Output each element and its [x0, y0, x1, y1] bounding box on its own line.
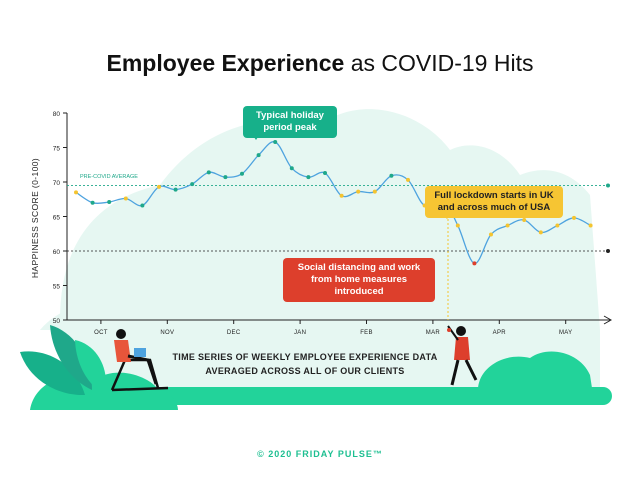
y-tick-label: 60 [53, 249, 61, 256]
chart-title: Employee Experience as COVID-19 Hits [0, 50, 640, 77]
data-point [505, 223, 510, 228]
data-point [107, 200, 112, 205]
background-cloud-shape [40, 299, 250, 330]
data-point [489, 232, 493, 237]
data-point [339, 193, 344, 198]
x-tick-label: APR [493, 330, 507, 336]
caption-line-2: AVERAGED ACROSS ALL OF OUR CLIENTS [205, 366, 405, 376]
data-point [74, 190, 78, 195]
ground-band [120, 387, 612, 405]
title-bold: Employee Experience [106, 50, 345, 76]
data-point [206, 170, 211, 175]
reference-lines: PRE-COVID AVERAGE [67, 174, 610, 253]
data-point [240, 171, 244, 176]
data-point [522, 217, 527, 222]
annotation-social-distancing: Social distancing and work from home mea… [283, 258, 435, 302]
data-point [123, 196, 128, 201]
reference-line-end-dot [606, 183, 610, 188]
data-point [389, 173, 394, 178]
x-tick-label: FEB [360, 330, 373, 336]
data-point [455, 223, 460, 228]
x-tick-label: NOV [160, 330, 174, 336]
data-point [223, 175, 228, 180]
data-point [90, 200, 95, 205]
leaf-left-2 [50, 325, 92, 390]
y-tick-label: 70 [53, 180, 61, 187]
y-tick-label: 80 [53, 111, 61, 118]
data-point [538, 230, 543, 235]
x-tick-label: MAY [559, 330, 572, 336]
annotation-full-lockdown: Full lockdown starts in UK and across mu… [425, 186, 563, 218]
data-point [323, 171, 327, 176]
data-point [356, 189, 361, 194]
x-tick-label: DEC [227, 330, 241, 336]
footer-copyright: © 2020 FRIDAY PULSE™ [257, 449, 383, 459]
leaf-left-3 [75, 340, 107, 395]
data-point [372, 189, 377, 194]
y-tick-label: 65 [53, 215, 61, 222]
data-point [555, 223, 560, 228]
data-point [157, 184, 161, 189]
data-point [256, 153, 261, 158]
data-point [289, 166, 294, 171]
axis-ticks: 50 55 60 65 70 75 80 OCT NOV DEC JAN FEB MAR APR MAY [53, 111, 572, 336]
y-tick-label: 75 [53, 146, 61, 153]
x-tick-label: MAR [426, 330, 441, 336]
data-point [190, 182, 195, 187]
x-tick-label: JAN [294, 330, 306, 336]
reference-line-label: PRE-COVID AVERAGE [80, 174, 138, 180]
data-point [140, 203, 145, 208]
data-point [306, 175, 311, 180]
series-points [74, 139, 593, 266]
y-tick-label: 55 [53, 284, 61, 291]
data-point [588, 223, 593, 228]
data-point [406, 177, 410, 182]
x-tick-label: OCT [94, 330, 108, 336]
x-axis-arrow [603, 315, 613, 325]
data-point [472, 261, 477, 266]
annotation-holiday-peak: Typical holiday period peak [243, 106, 337, 138]
caption-line-1: TIME SERIES OF WEEKLY EMPLOYEE EXPERIENC… [172, 352, 438, 362]
title-rest: as COVID-19 Hits [350, 50, 534, 76]
y-tick-label: 50 [53, 318, 61, 325]
y-axis-label: HAPPINESS SCORE (0-100) [30, 158, 40, 278]
sitting-person-illustration [110, 329, 169, 392]
bush-right [478, 351, 592, 388]
chart-caption: TIME SERIES OF WEEKLY EMPLOYEE EXPERIENC… [160, 350, 450, 378]
reference-line-end-dot [606, 249, 610, 253]
data-point [273, 139, 278, 144]
data-point [173, 187, 178, 192]
leaf-left-1 [20, 351, 85, 396]
standing-person-illustration [447, 325, 478, 386]
data-point [572, 215, 576, 220]
